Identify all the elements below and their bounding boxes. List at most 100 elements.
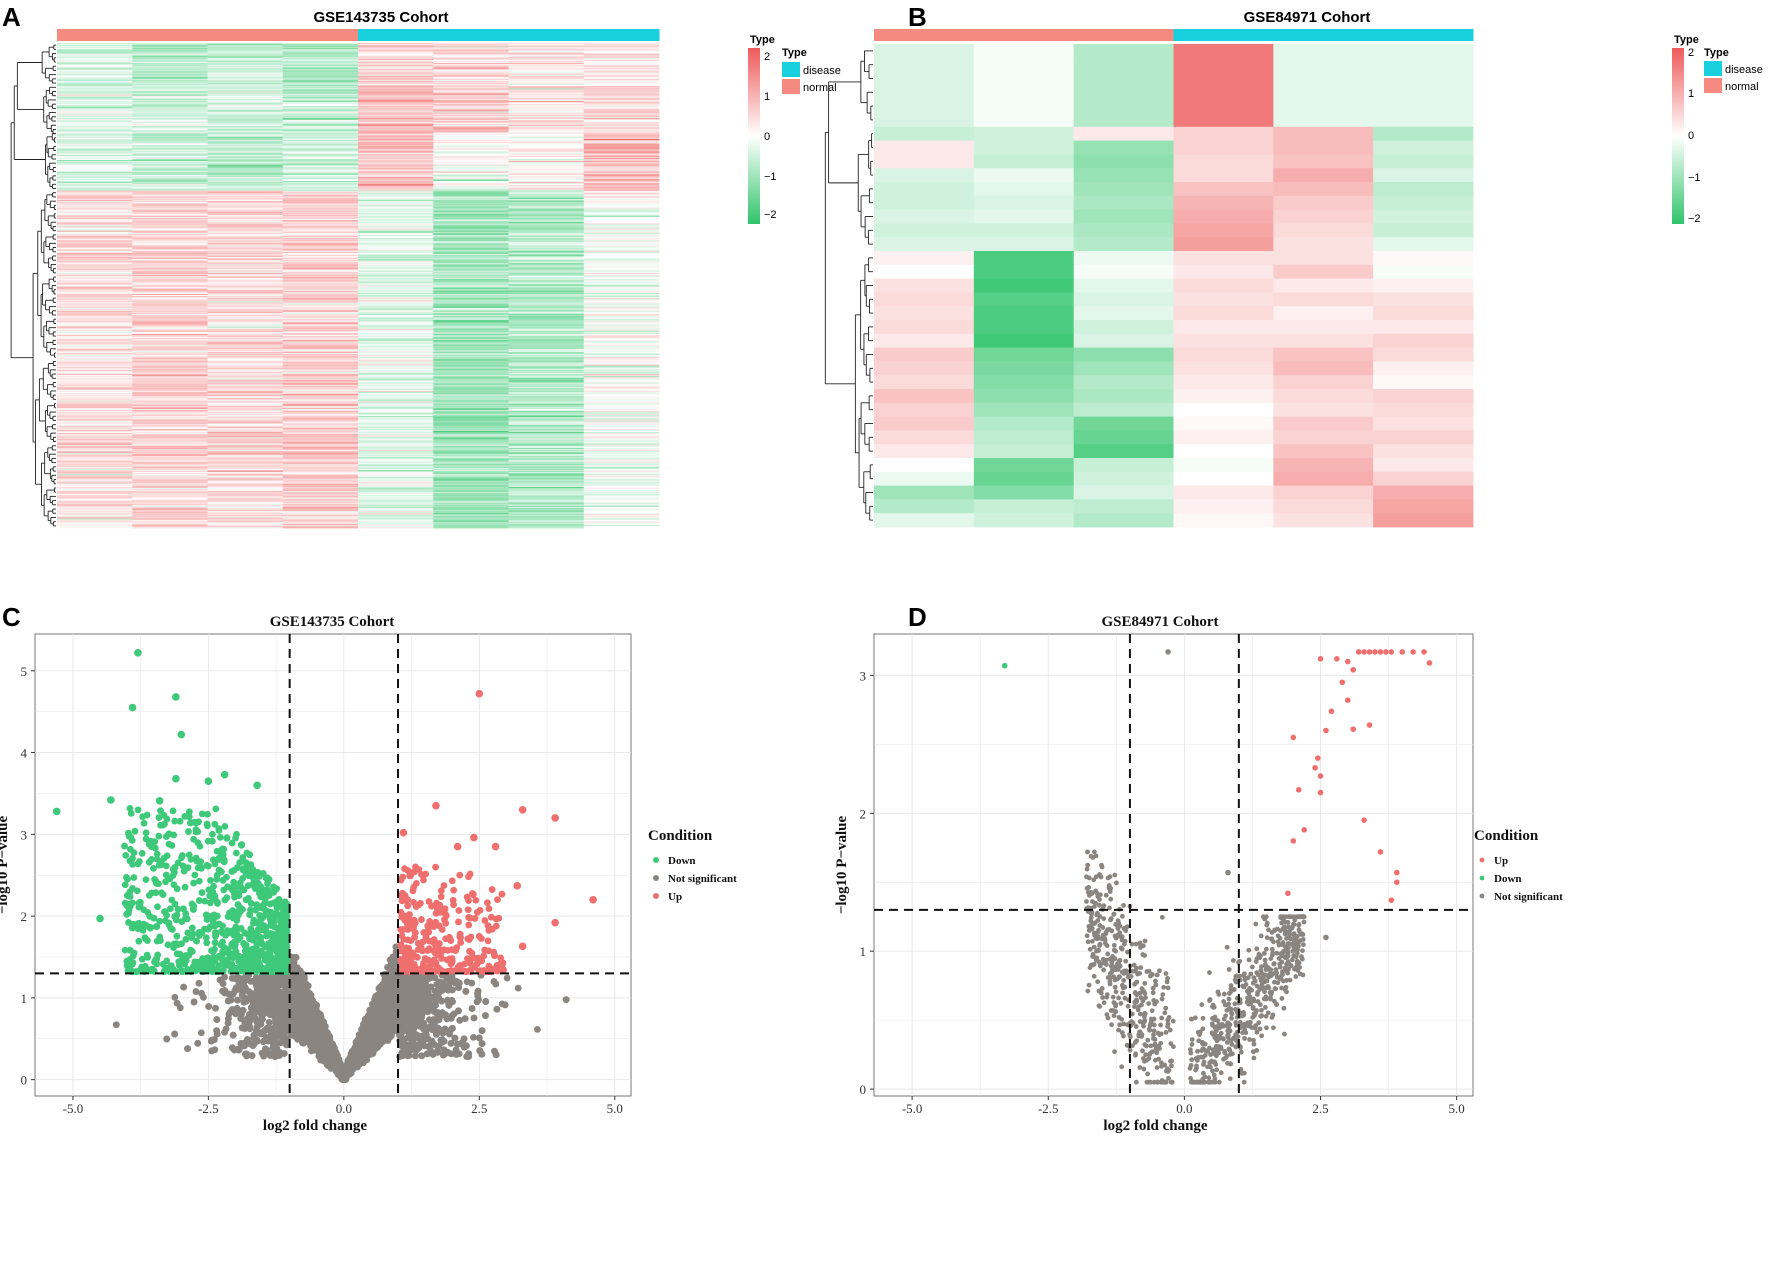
heatmap-cell — [358, 418, 434, 420]
heatmap-cell — [282, 60, 359, 63]
heatmap-cell — [57, 207, 133, 209]
heatmap-cell — [433, 488, 509, 491]
heatmap-cell — [57, 52, 133, 54]
heatmap-cell — [207, 504, 284, 507]
heatmap-cell — [508, 283, 585, 285]
heatmap-cell — [358, 52, 434, 54]
heatmap-cell — [57, 350, 133, 353]
heatmap-cell — [132, 382, 208, 384]
heatmap-cell — [282, 435, 359, 437]
heatmap-cell — [207, 420, 284, 422]
heatmap-cell — [132, 291, 208, 294]
heatmap-cell — [282, 327, 359, 330]
heatmap-cell — [433, 472, 509, 474]
heatmap-cell — [358, 434, 434, 436]
heatmap-cell — [207, 303, 284, 305]
heatmap-cell — [282, 415, 359, 417]
heatmap-cell — [207, 351, 284, 354]
heatmap-cell — [433, 87, 509, 89]
heatmap-cell — [282, 89, 359, 91]
heatmap-cell — [57, 332, 133, 335]
heatmap-cell — [132, 98, 208, 101]
heatmap-cell — [583, 263, 660, 265]
heatmap-cell — [508, 116, 585, 119]
heatmap-cell — [583, 223, 660, 225]
heatmap-cell — [282, 521, 359, 524]
heatmap-cell — [57, 292, 133, 295]
heatmap-cell — [358, 520, 434, 523]
heatmap-cell — [282, 522, 359, 525]
heatmap-cell — [358, 292, 434, 295]
heatmap-cell — [433, 365, 509, 368]
heatmap-cell — [132, 485, 208, 488]
heatmap-cell — [132, 171, 208, 174]
heatmap-cell — [433, 253, 509, 256]
heatmap-cell — [132, 253, 208, 256]
heatmap-cell — [433, 370, 509, 373]
heatmap-cell — [1173, 195, 1274, 210]
heatmap-cell — [132, 97, 208, 100]
heatmap-cell — [508, 99, 585, 102]
heatmap-cell — [1373, 99, 1474, 114]
heatmap-cell — [132, 191, 208, 194]
heatmap-cell — [207, 347, 284, 350]
heatmap-cell — [433, 54, 509, 57]
heatmap-cell — [207, 280, 284, 282]
heatmap-cell — [282, 67, 359, 69]
heatmap-cell — [132, 100, 208, 103]
heatmap-cell — [207, 117, 284, 120]
heatmap-cell — [433, 251, 509, 254]
heatmap-cell — [57, 301, 133, 303]
heatmap-cell — [433, 165, 509, 167]
heatmap-cell — [358, 152, 434, 155]
heatmap-cell — [1273, 264, 1374, 279]
heatmap-cell — [132, 517, 208, 519]
heatmap-cell — [358, 464, 434, 467]
heatmap-cell — [57, 307, 133, 310]
heatmap-cell — [132, 468, 208, 471]
heatmap-cell — [207, 90, 284, 92]
heatmap-cell — [508, 44, 585, 46]
heatmap-cell — [57, 208, 133, 210]
heatmap-cell — [282, 173, 359, 176]
heatmap-cell — [207, 187, 284, 189]
heatmap-cell — [207, 143, 284, 145]
heatmap-cell — [583, 104, 660, 106]
heatmap-cell — [508, 209, 585, 212]
heatmap-cell — [358, 442, 434, 445]
heatmap-cell — [57, 383, 133, 386]
heatmap-cell — [358, 432, 434, 434]
heatmap-cell — [433, 174, 509, 177]
heatmap-cell — [358, 196, 434, 199]
heatmap-cell — [973, 444, 1075, 459]
heatmap-cell — [508, 296, 585, 298]
heatmap-cell — [132, 110, 208, 112]
heatmap-cell — [508, 414, 585, 416]
heatmap-cell — [508, 337, 585, 339]
heatmap-cell — [433, 268, 509, 271]
heatmap-cell — [57, 425, 133, 428]
heatmap-cell — [358, 311, 434, 314]
heatmap-cell — [207, 165, 284, 167]
heatmap-cell — [207, 162, 284, 164]
heatmap-cell — [433, 344, 509, 346]
heatmap-cell — [132, 315, 208, 317]
heatmap-cell — [508, 332, 585, 335]
heatmap-cell — [433, 242, 509, 244]
heatmap-cell — [508, 420, 585, 422]
heatmap-cell — [282, 144, 359, 146]
heatmap-cell — [973, 375, 1075, 390]
heatmap-cell — [358, 107, 434, 109]
heatmap-cell — [207, 169, 284, 171]
heatmap-cell — [207, 471, 284, 473]
heatmap-cell — [207, 77, 284, 80]
heatmap-cell — [207, 523, 284, 526]
heatmap-cell — [132, 151, 208, 154]
heatmap-cell — [433, 326, 509, 329]
heatmap-cell — [207, 75, 284, 78]
heatmap-cell — [132, 329, 208, 332]
heatmap-cell — [433, 225, 509, 227]
heatmap-cell — [358, 267, 434, 270]
heatmap-cell — [358, 93, 434, 96]
heatmap-cell — [508, 83, 585, 85]
